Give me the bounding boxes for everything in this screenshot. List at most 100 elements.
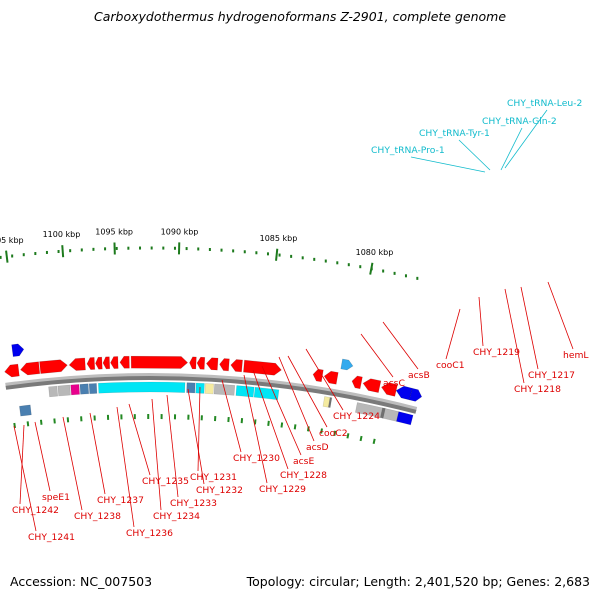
gene-leader: [445, 308, 461, 360]
trna-leader: [500, 127, 523, 171]
ruler-tick: [150, 246, 153, 250]
gene-arrow: [119, 355, 130, 369]
feature-tick: [267, 420, 270, 426]
ruler-major-tick: [369, 262, 374, 275]
feature-tick: [359, 435, 363, 442]
gene-arrow: [189, 356, 197, 370]
gene-label: CHY_1218: [514, 384, 561, 395]
gene-block: [381, 407, 400, 422]
ruler-major-tick: [61, 245, 65, 258]
ruler-tick: [80, 248, 83, 252]
gene-block: [396, 411, 414, 426]
ruler-tick: [11, 254, 14, 258]
gene-arrow: [395, 385, 413, 401]
gene-arrow: [323, 370, 339, 385]
gene-block: [70, 384, 80, 396]
backbone-shadow: [5, 373, 418, 411]
feature-tick: [293, 424, 297, 430]
gene-leader: [13, 425, 37, 532]
ruler-tick: [197, 247, 200, 251]
ruler-tick: [324, 259, 327, 263]
ruler-tick: [404, 274, 407, 278]
ruler-label: 1095 kbp: [95, 228, 133, 237]
gene-leader: [128, 403, 151, 476]
trna-label: CHY_tRNA-Pro-1: [371, 145, 445, 156]
ruler-tick: [92, 247, 95, 251]
trna-leader: [504, 109, 548, 169]
ruler-tick: [301, 256, 304, 260]
gene-leader: [151, 398, 162, 511]
gene-leader: [252, 369, 289, 470]
ruler-label: 1080 kbp: [356, 248, 394, 257]
gene-label: cooC1: [436, 360, 465, 371]
gene-arrow: [4, 363, 20, 378]
gene-label: acsD: [306, 442, 329, 453]
gene-block: [235, 385, 255, 398]
gene-label: CHY_1219: [473, 347, 520, 358]
gene-label: CHY_1236: [126, 528, 173, 539]
gene-leader: [62, 416, 83, 511]
trna-label: CHY_tRNA-Leu-2: [507, 98, 582, 109]
ruler-major-tick: [5, 250, 9, 263]
ruler-label: 1105 kbp: [0, 236, 24, 245]
ruler-tick: [313, 257, 316, 261]
ruler-tick: [243, 250, 246, 254]
gene-block: [19, 404, 32, 417]
gene-arrow: [312, 368, 324, 383]
gene-arrow: [11, 343, 25, 357]
ruler-tick: [278, 253, 281, 257]
gene-label: CHY_1235: [142, 476, 189, 487]
gene-arrow: [39, 359, 68, 374]
ruler-tick: [359, 265, 362, 269]
gene-block: [88, 383, 98, 395]
gene-arrow: [196, 356, 206, 370]
backbone-line: [5, 376, 417, 414]
feature-tick: [372, 438, 376, 445]
gene-leader: [287, 355, 328, 428]
gene-label: speE1: [42, 492, 70, 503]
ruler-tick: [173, 246, 176, 250]
trna-marker: [340, 358, 354, 371]
ruler-tick: [185, 247, 188, 251]
ruler-tick: [336, 261, 339, 265]
trna-label: CHY_tRNA-Tyr-1: [419, 128, 490, 139]
gene-leader: [34, 421, 51, 492]
gene-block: [253, 386, 280, 401]
ruler-tick: [255, 251, 258, 255]
gene-arrow: [381, 382, 398, 397]
gene-label: CHY_1231: [190, 472, 237, 483]
gene-leader: [547, 281, 574, 350]
gene-block: [204, 383, 214, 395]
gene-block: [57, 384, 71, 397]
gene-label: CHY_1234: [153, 511, 200, 522]
feature-tick: [320, 428, 323, 434]
ruler-tick: [127, 246, 130, 250]
gene-arrow: [130, 355, 189, 369]
ruler-tick: [208, 248, 211, 252]
gene-block: [79, 383, 90, 395]
feature-tick: [26, 421, 30, 427]
gene-leader: [243, 374, 268, 484]
gene-label: hemL: [563, 350, 589, 361]
feature-tick: [280, 422, 284, 428]
ruler-tick: [382, 269, 385, 273]
gene-block: [354, 402, 383, 418]
ruler-major-tick: [275, 248, 279, 261]
gene-arrow: [206, 357, 219, 371]
gene-arrow: [102, 356, 111, 370]
ruler-tick: [0, 255, 2, 259]
gene-label: CHY_1230: [233, 453, 280, 464]
gene-label: acsC: [383, 378, 405, 389]
ruler-tick: [104, 247, 107, 251]
gene-arrow: [230, 359, 243, 373]
ruler-tick: [266, 252, 269, 256]
gene-leader: [197, 386, 201, 472]
accession-label: Accession: NC_007503: [10, 574, 153, 589]
genome-title: Carboxydothermus hydrogenoformans Z-2901…: [93, 9, 507, 24]
feature-tick: [13, 422, 16, 429]
gene-arrow: [86, 357, 96, 370]
gene-label: CHY_1233: [170, 498, 217, 509]
gene-block: [328, 397, 333, 408]
gene-arrow: [20, 361, 41, 376]
